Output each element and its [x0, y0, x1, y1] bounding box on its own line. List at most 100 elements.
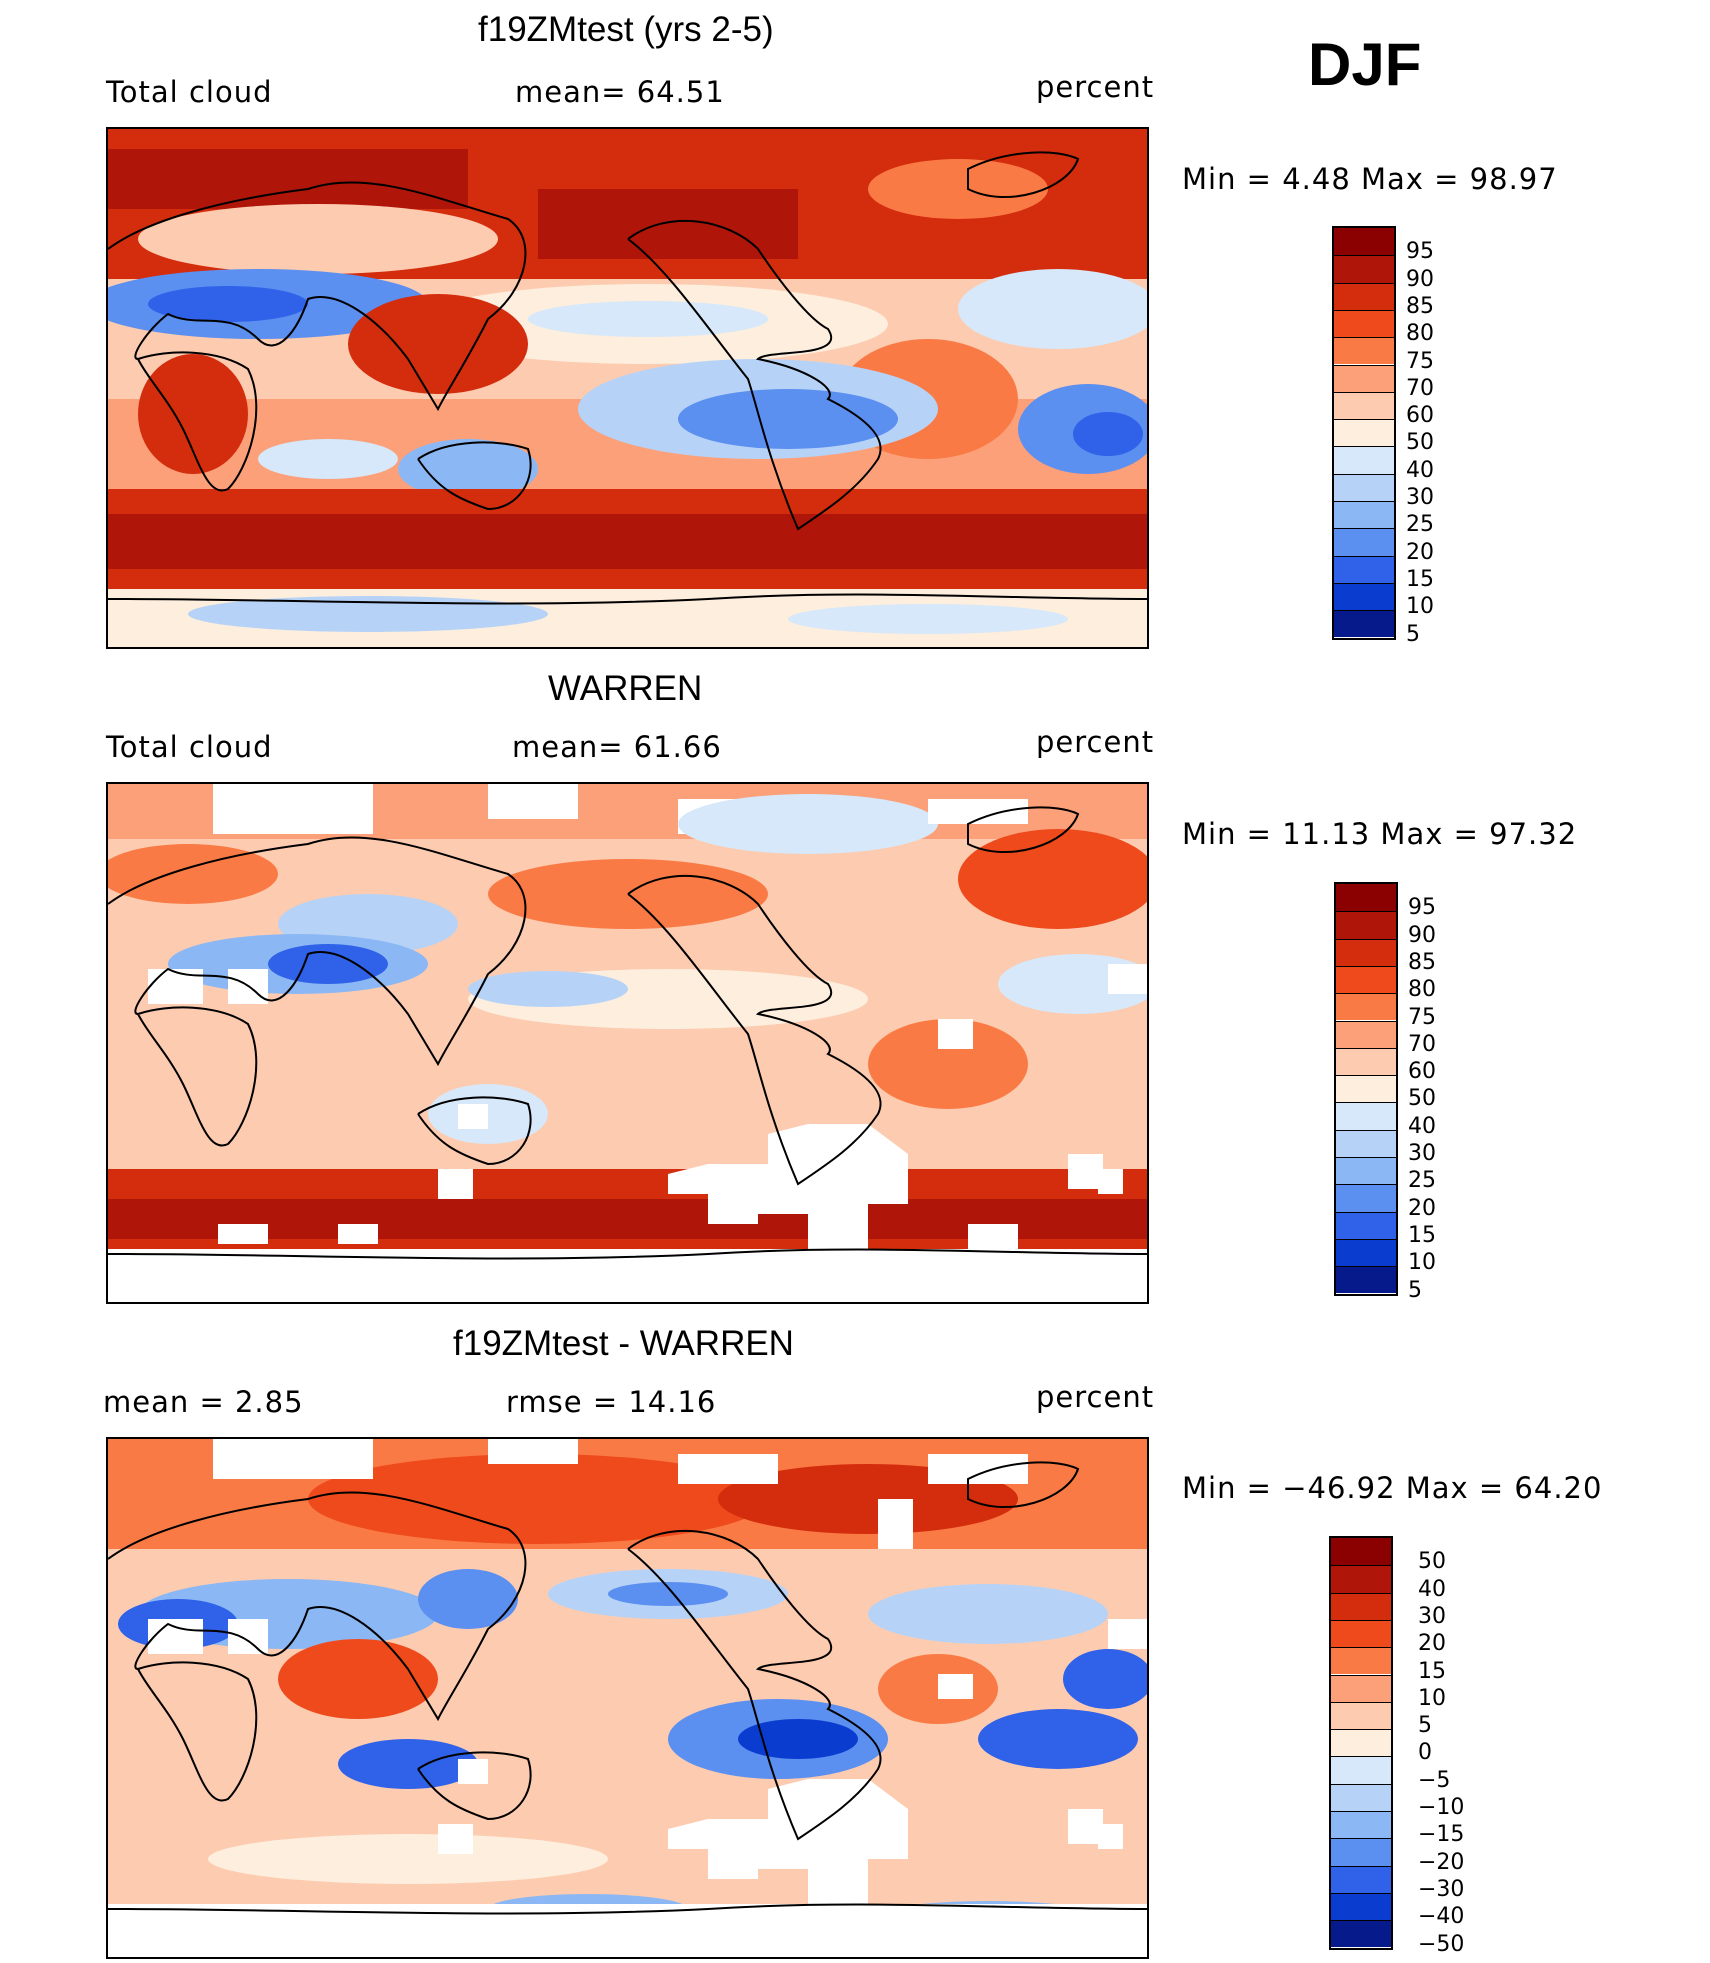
colorbar-tick-label: 40: [1418, 1576, 1446, 1602]
colorbar-tick-label: 20: [1406, 539, 1434, 565]
colorbar: [1329, 1536, 1393, 1950]
colorbar-swatch: [1336, 884, 1396, 912]
map-model-total-cloud: [106, 127, 1149, 649]
colorbar-tick-label: 75: [1406, 348, 1434, 374]
colorbar-tick-label: 10: [1408, 1250, 1436, 1276]
map-difference-total-cloud: [106, 1437, 1149, 1959]
colorbar-tick-label: 85: [1408, 949, 1436, 975]
colorbar-swatch: [1336, 938, 1396, 966]
colorbar-tick-label: 5: [1408, 1277, 1422, 1303]
colorbar-swatch: [1334, 473, 1394, 501]
colorbar-swatch: [1331, 1565, 1391, 1593]
colorbar-swatch: [1336, 993, 1396, 1021]
mean-label: mean = 2.85: [103, 1385, 304, 1419]
colorbar-tick-label: 30: [1406, 485, 1434, 510]
colorbar-tick-label: 0: [1418, 1740, 1432, 1766]
colorbar-swatch: [1334, 555, 1394, 583]
minmax-label: Min = −46.92 Max = 64.20: [1182, 1471, 1603, 1505]
colorbar-tick-label: 70: [1408, 1031, 1436, 1057]
colorbar-swatch: [1334, 255, 1394, 283]
colorbar-tick-label: 5: [1406, 621, 1420, 647]
colorbar-tick-label: 85: [1406, 293, 1434, 319]
mean-label: mean= 64.51: [515, 75, 725, 109]
colorbar-tick-label: −30: [1418, 1876, 1465, 1902]
colorbar-swatch: [1336, 965, 1396, 994]
colorbar-tick-label: 50: [1418, 1549, 1446, 1575]
colorbar-swatch: [1331, 1729, 1391, 1757]
panel-title: WARREN: [548, 669, 703, 708]
colorbar-swatch: [1334, 364, 1394, 392]
colorbar-swatch: [1331, 1647, 1391, 1675]
colorbar-tick-label: 10: [1418, 1685, 1446, 1711]
colorbar-tick-label: 80: [1406, 321, 1434, 347]
map-canvas: [108, 1439, 1147, 1957]
colorbar-swatch: [1336, 1129, 1396, 1157]
colorbar-swatch: [1331, 1838, 1391, 1866]
colorbar-tick-label: 20: [1418, 1631, 1446, 1657]
colorbar-swatch: [1331, 1756, 1391, 1784]
colorbar-tick-label: 90: [1406, 266, 1434, 292]
colorbar-swatch: [1336, 1102, 1396, 1130]
colorbar-swatch: [1331, 1701, 1391, 1730]
colorbar-tick-label: 20: [1408, 1195, 1436, 1221]
colorbar-swatch: [1331, 1811, 1391, 1839]
colorbar-tick-label: 10: [1406, 594, 1434, 620]
colorbar-swatch: [1334, 419, 1394, 447]
colorbar-swatch: [1336, 1184, 1396, 1212]
colorbar-swatch: [1336, 1157, 1396, 1185]
colorbar-tick-label: 30: [1418, 1603, 1446, 1629]
colorbar-tick-label: 30: [1408, 1141, 1436, 1166]
panel-title: f19ZMtest - WARREN: [453, 1324, 794, 1363]
colorbar-tick-label: 60: [1408, 1059, 1436, 1085]
colorbar-swatch: [1334, 501, 1394, 529]
colorbar-tick-label: −15: [1418, 1822, 1465, 1848]
colorbar-swatch: [1336, 1266, 1396, 1294]
variable-label: Total cloud: [106, 75, 273, 109]
colorbar-tick-label: 50: [1408, 1086, 1436, 1112]
colorbar-tick-label: 25: [1406, 512, 1434, 538]
colorbar-swatch: [1334, 391, 1394, 420]
colorbar-tick-label: −50: [1418, 1931, 1465, 1957]
colorbar-tick-label: 40: [1406, 457, 1434, 483]
colorbar-swatch: [1331, 1865, 1391, 1893]
colorbar-tick-label: 40: [1408, 1113, 1436, 1139]
colorbar-tick-label: −10: [1418, 1795, 1465, 1820]
colorbar-swatch: [1334, 446, 1394, 474]
colorbar-tick-label: 5: [1418, 1713, 1432, 1739]
colorbar-swatch: [1336, 1047, 1396, 1076]
map-canvas: [108, 129, 1147, 647]
colorbar-swatch: [1331, 1538, 1391, 1566]
colorbar-tick-label: −40: [1418, 1904, 1465, 1930]
map-warren-total-cloud: [106, 782, 1149, 1304]
season-label: DJF: [1308, 31, 1422, 98]
panel-title: f19ZMtest (yrs 2-5): [478, 10, 774, 49]
colorbar: [1332, 226, 1396, 640]
colorbar-tick-label: 15: [1418, 1658, 1446, 1684]
minmax-label: Min = 11.13 Max = 97.32: [1182, 817, 1578, 851]
units-label: percent: [1036, 70, 1155, 104]
colorbar-swatch: [1334, 528, 1394, 556]
colorbar-tick-label: 15: [1408, 1222, 1436, 1248]
colorbar-tick-label: 60: [1406, 403, 1434, 429]
colorbar-tick-label: −20: [1418, 1849, 1465, 1875]
rmse-label: rmse = 14.16: [506, 1385, 717, 1419]
colorbar-tick-label: 90: [1408, 922, 1436, 948]
colorbar-swatch: [1334, 610, 1394, 638]
colorbar-tick-label: 95: [1408, 895, 1436, 921]
colorbar-swatch: [1331, 1783, 1391, 1811]
colorbar-swatch: [1331, 1892, 1391, 1921]
colorbar-swatch: [1334, 282, 1394, 310]
colorbar-swatch: [1334, 228, 1394, 256]
colorbar-swatch: [1336, 1020, 1396, 1048]
map-canvas: [108, 784, 1147, 1302]
colorbar-swatch: [1334, 309, 1394, 338]
colorbar-tick-label: 50: [1406, 430, 1434, 456]
mean-label: mean= 61.66: [512, 730, 722, 764]
variable-label: Total cloud: [106, 730, 273, 764]
colorbar-swatch: [1336, 911, 1396, 939]
colorbar-tick-label: 15: [1406, 566, 1434, 592]
colorbar-tick-label: 80: [1408, 977, 1436, 1003]
colorbar-tick-label: −5: [1418, 1767, 1451, 1793]
colorbar-swatch: [1334, 582, 1394, 611]
minmax-label: Min = 4.48 Max = 98.97: [1182, 162, 1558, 196]
